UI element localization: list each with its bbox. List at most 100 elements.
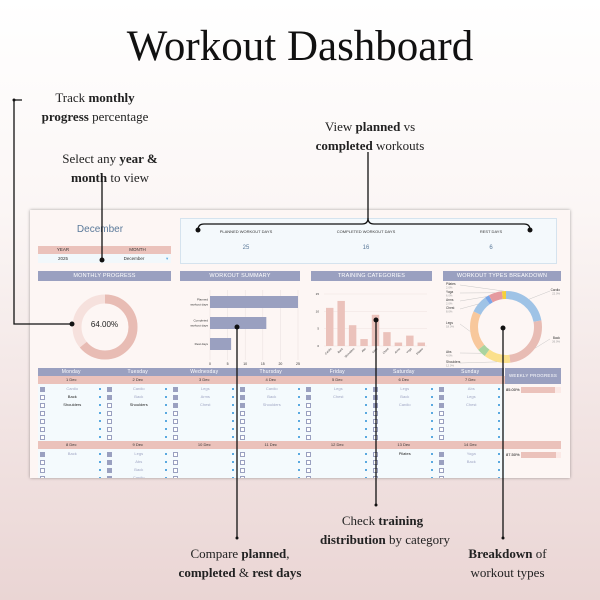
task-select[interactable]: Shoulders bbox=[63, 402, 82, 407]
dropdown-icon[interactable] bbox=[431, 453, 433, 455]
task-select[interactable]: Back bbox=[466, 459, 476, 464]
dropdown-icon[interactable] bbox=[431, 436, 433, 438]
dropdown-icon[interactable] bbox=[98, 477, 101, 478]
task-checkbox[interactable] bbox=[106, 434, 112, 440]
task-checkbox[interactable] bbox=[439, 394, 444, 400]
dropdown-icon[interactable] bbox=[497, 461, 500, 463]
task-checkbox[interactable] bbox=[173, 426, 178, 432]
task-checkbox[interactable] bbox=[40, 386, 45, 392]
dropdown-icon[interactable] bbox=[298, 404, 300, 406]
task-select[interactable]: Cardio bbox=[132, 386, 145, 391]
task-checkbox[interactable] bbox=[40, 475, 45, 478]
dropdown-icon[interactable] bbox=[98, 412, 101, 414]
task-checkbox[interactable] bbox=[173, 467, 178, 473]
dropdown-icon[interactable] bbox=[298, 461, 300, 463]
month-select[interactable]: December bbox=[123, 256, 145, 261]
task-select[interactable]: Shoulders bbox=[262, 402, 281, 407]
dropdown-icon[interactable] bbox=[298, 388, 300, 390]
task-select[interactable]: Abs bbox=[135, 459, 143, 464]
year-select[interactable]: 2025 bbox=[57, 256, 68, 261]
dropdown-icon[interactable] bbox=[231, 420, 234, 422]
task-checkbox[interactable] bbox=[173, 402, 178, 408]
dropdown-icon[interactable] bbox=[497, 436, 500, 438]
dropdown-icon[interactable] bbox=[165, 436, 167, 438]
dropdown-icon[interactable] bbox=[298, 396, 300, 398]
task-checkbox[interactable] bbox=[372, 410, 378, 416]
dropdown-icon[interactable] bbox=[364, 436, 367, 438]
task-checkbox[interactable] bbox=[239, 394, 245, 400]
dropdown-icon[interactable] bbox=[98, 453, 101, 455]
task-checkbox[interactable] bbox=[40, 418, 45, 424]
task-checkbox[interactable] bbox=[173, 386, 178, 392]
task-checkbox[interactable] bbox=[173, 459, 178, 465]
dropdown-icon[interactable] bbox=[98, 396, 101, 398]
dropdown-icon[interactable] bbox=[431, 461, 433, 463]
dropdown-icon[interactable] bbox=[497, 469, 500, 471]
dropdown-icon[interactable] bbox=[364, 469, 367, 471]
dropdown-icon[interactable] bbox=[364, 420, 367, 422]
task-checkbox[interactable] bbox=[173, 418, 178, 424]
task-select[interactable]: Back bbox=[134, 394, 144, 399]
task-select[interactable]: Shoulders bbox=[129, 402, 148, 407]
task-select[interactable]: Cardio bbox=[398, 402, 411, 407]
task-checkbox[interactable] bbox=[239, 475, 245, 478]
dropdown-icon[interactable] bbox=[165, 469, 167, 471]
dropdown-icon[interactable] bbox=[298, 420, 300, 422]
dropdown-icon[interactable] bbox=[298, 412, 300, 414]
dropdown-icon[interactable] bbox=[231, 469, 234, 471]
task-checkbox[interactable] bbox=[372, 434, 378, 440]
dropdown-icon[interactable] bbox=[497, 412, 500, 414]
dropdown-icon[interactable] bbox=[364, 388, 367, 390]
task-checkbox[interactable] bbox=[372, 451, 378, 457]
task-checkbox[interactable] bbox=[106, 394, 112, 400]
task-select[interactable]: Legs bbox=[333, 386, 343, 391]
dropdown-icon[interactable] bbox=[231, 461, 234, 463]
task-checkbox[interactable] bbox=[40, 394, 45, 400]
task-checkbox[interactable] bbox=[106, 386, 112, 392]
task-checkbox[interactable] bbox=[372, 459, 378, 465]
task-checkbox[interactable] bbox=[439, 426, 444, 432]
task-checkbox[interactable] bbox=[239, 467, 245, 473]
task-checkbox[interactable] bbox=[106, 410, 112, 416]
task-checkbox[interactable] bbox=[239, 434, 245, 440]
dropdown-icon[interactable] bbox=[298, 477, 300, 478]
task-select[interactable]: Arms bbox=[200, 394, 210, 399]
task-checkbox[interactable] bbox=[173, 451, 178, 457]
task-checkbox[interactable] bbox=[439, 402, 444, 408]
dropdown-icon[interactable] bbox=[231, 428, 234, 430]
task-checkbox[interactable] bbox=[173, 475, 178, 478]
task-checkbox[interactable] bbox=[40, 467, 45, 473]
dropdown-icon[interactable] bbox=[165, 396, 167, 398]
task-checkbox[interactable] bbox=[372, 394, 378, 400]
task-select[interactable]: Back bbox=[67, 394, 77, 399]
task-checkbox[interactable] bbox=[306, 418, 311, 424]
task-checkbox[interactable] bbox=[372, 475, 378, 478]
dropdown-icon[interactable] bbox=[165, 412, 167, 414]
task-checkbox[interactable] bbox=[306, 402, 311, 408]
dropdown-icon[interactable] bbox=[165, 404, 167, 406]
dropdown-icon[interactable] bbox=[231, 412, 234, 414]
task-checkbox[interactable] bbox=[239, 426, 245, 432]
task-checkbox[interactable] bbox=[306, 475, 311, 478]
task-checkbox[interactable] bbox=[306, 410, 311, 416]
dropdown-icon[interactable] bbox=[497, 404, 500, 406]
dropdown-icon[interactable] bbox=[431, 388, 433, 390]
dropdown-icon[interactable] bbox=[298, 436, 300, 438]
task-checkbox[interactable] bbox=[306, 394, 311, 400]
chevron-down-icon[interactable]: ▾ bbox=[166, 256, 169, 261]
dropdown-icon[interactable] bbox=[231, 436, 234, 438]
dropdown-icon[interactable] bbox=[364, 428, 367, 430]
dropdown-icon[interactable] bbox=[165, 420, 167, 422]
task-checkbox[interactable] bbox=[106, 475, 112, 478]
task-checkbox[interactable] bbox=[372, 426, 378, 432]
dropdown-icon[interactable] bbox=[497, 453, 500, 455]
task-checkbox[interactable] bbox=[372, 418, 378, 424]
dropdown-icon[interactable] bbox=[231, 477, 234, 478]
dropdown-icon[interactable] bbox=[497, 396, 500, 398]
task-checkbox[interactable] bbox=[106, 451, 112, 457]
task-checkbox[interactable] bbox=[239, 410, 245, 416]
task-checkbox[interactable] bbox=[439, 386, 444, 392]
task-checkbox[interactable] bbox=[239, 402, 245, 408]
task-select[interactable]: Abs bbox=[467, 386, 475, 391]
dropdown-icon[interactable] bbox=[165, 453, 167, 455]
